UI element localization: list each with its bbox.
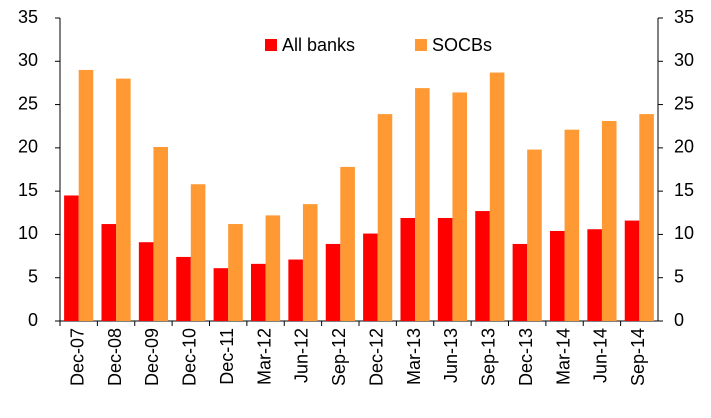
- y-tick-label: 30: [18, 50, 38, 70]
- bar: [64, 195, 79, 321]
- bar: [265, 215, 281, 321]
- legend-swatch: [265, 39, 277, 51]
- bar: [415, 88, 430, 321]
- legend-label: SOCBs: [432, 35, 492, 55]
- bar: [587, 229, 602, 321]
- x-tick-label: Mar-14: [553, 328, 573, 385]
- y2-tick-label: 25: [674, 93, 694, 113]
- y-tick-label: 35: [18, 7, 38, 27]
- y-tick-label: 15: [18, 180, 38, 200]
- x-tick-label: Jun-12: [292, 328, 312, 383]
- x-tick-label: Sep-13: [479, 328, 499, 386]
- bar: [489, 72, 505, 321]
- x-tick-label: Dec-07: [67, 328, 87, 386]
- y2-tick-label: 10: [674, 223, 694, 243]
- bar: [213, 268, 229, 321]
- y-tick-label: 5: [28, 266, 38, 286]
- bar: [601, 121, 617, 322]
- bar: [549, 230, 565, 321]
- bar: [325, 243, 341, 321]
- bar: [340, 166, 355, 321]
- bar: [288, 259, 303, 321]
- bar: [138, 242, 154, 321]
- x-tick-label: Sep-14: [628, 328, 648, 386]
- y2-tick-label: 20: [674, 137, 694, 157]
- y2-tick-label: 5: [674, 266, 684, 286]
- y-tick-label: 25: [18, 93, 38, 113]
- y-tick-label: 0: [28, 310, 38, 330]
- bar: [377, 114, 393, 321]
- bar: [101, 224, 117, 321]
- x-tick-label: Dec-12: [366, 328, 386, 386]
- y-tick-label: 10: [18, 223, 38, 243]
- bar: [363, 233, 378, 321]
- x-tick-label: Dec-13: [516, 328, 536, 386]
- bar: [512, 243, 528, 321]
- x-tick-label: Jun-14: [591, 328, 611, 383]
- x-tick-label: Dec-11: [217, 328, 237, 385]
- x-tick-label: Dec-09: [142, 328, 162, 386]
- bar: [302, 204, 318, 321]
- bar: [564, 129, 580, 321]
- x-tick-label: Dec-08: [105, 328, 125, 386]
- bar: [437, 217, 453, 321]
- legend-swatch: [415, 39, 427, 51]
- x-tick-label: Dec-10: [180, 328, 200, 386]
- y-tick-label: 20: [18, 137, 38, 157]
- bar: [452, 92, 468, 321]
- x-tick-label: Jun-13: [441, 328, 461, 383]
- bar: [78, 69, 94, 321]
- y2-tick-label: 35: [674, 7, 694, 27]
- bar: [190, 184, 206, 321]
- bar: [400, 217, 416, 321]
- x-tick-label: Mar-13: [404, 328, 424, 385]
- y2-tick-label: 15: [674, 180, 694, 200]
- x-tick-label: Sep-12: [329, 328, 349, 386]
- bar: [527, 149, 542, 321]
- bar: [153, 146, 169, 321]
- bar: [639, 114, 654, 321]
- x-tick-label: Mar-12: [254, 328, 274, 385]
- y2-tick-label: 0: [674, 310, 684, 330]
- bar: [116, 78, 131, 321]
- y2-tick-label: 30: [674, 50, 694, 70]
- bar: [250, 263, 266, 321]
- bar: [176, 256, 191, 321]
- bar: [624, 220, 640, 321]
- bar: [228, 224, 243, 321]
- bar: [475, 211, 490, 321]
- legend-label: All banks: [282, 35, 355, 55]
